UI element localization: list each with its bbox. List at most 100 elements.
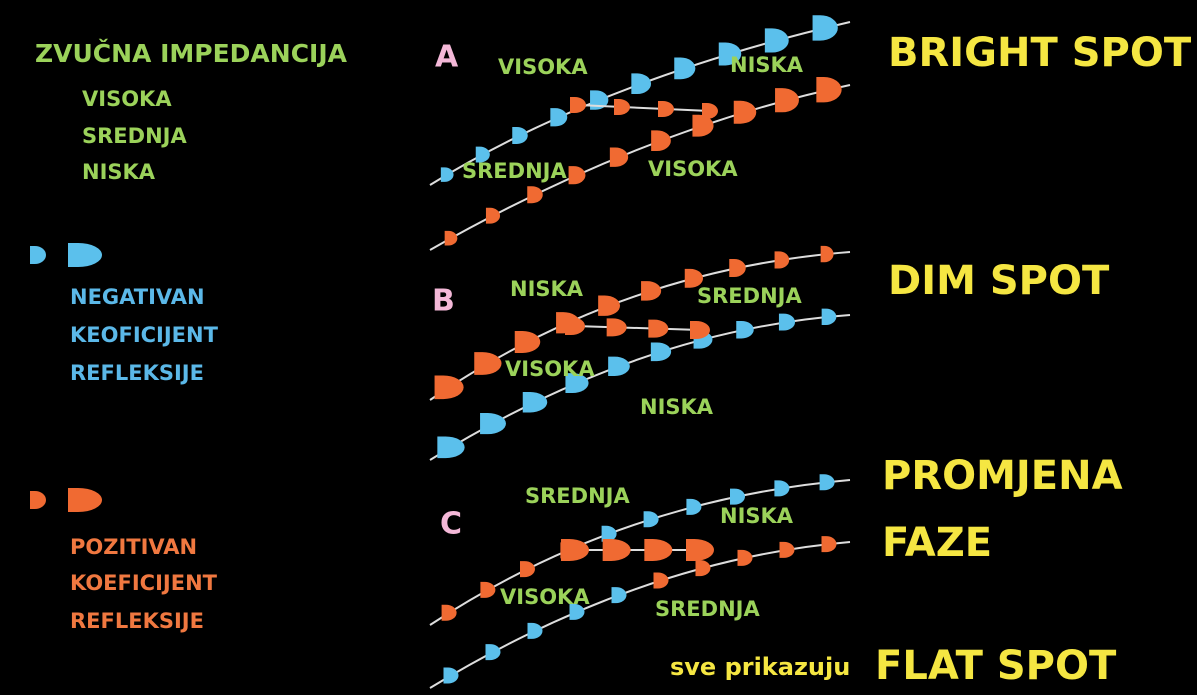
wavelet <box>480 581 496 598</box>
wavelet <box>658 101 674 117</box>
wavelet <box>609 147 629 167</box>
layer-label: NISKA <box>730 53 804 77</box>
flat-reflector <box>574 325 701 331</box>
wavelet <box>440 167 454 182</box>
wavelet <box>651 130 671 151</box>
legend-impedance: NISKA <box>82 160 156 184</box>
layer-label: VISOKA <box>648 157 738 181</box>
wavelet <box>598 295 621 316</box>
wavelet <box>30 246 46 264</box>
wavelet <box>821 536 837 553</box>
legend-negative: REFLEKSIJE <box>70 361 204 385</box>
wavelet <box>485 644 501 661</box>
wavelet <box>641 281 662 301</box>
wavelet <box>774 480 790 497</box>
wavelet <box>602 539 631 561</box>
layer-label: SREDNJA <box>655 597 760 621</box>
footer-title: FLAT SPOT <box>875 643 1117 689</box>
wavelet <box>816 76 842 103</box>
legend-negative: KEOFICIJENT <box>70 323 219 347</box>
wavelet <box>561 539 589 561</box>
wavelet <box>68 243 102 267</box>
wavelet <box>68 488 102 512</box>
wavelets <box>30 15 851 689</box>
panel-label: B <box>432 284 455 319</box>
wavelet <box>565 373 589 394</box>
wavelet <box>644 539 673 561</box>
wavelet <box>569 603 585 620</box>
wavelet <box>434 375 464 400</box>
layer-label: SREDNJA <box>462 159 567 183</box>
wavelet <box>775 88 799 113</box>
wavelet <box>527 186 543 204</box>
panel-title: DIM SPOT <box>888 258 1110 304</box>
wavelet <box>779 541 795 558</box>
layer-label: NISKA <box>640 395 714 419</box>
layer-label: VISOKA <box>498 55 588 79</box>
wavelet <box>729 259 746 277</box>
layer-label: VISOKA <box>500 585 590 609</box>
layer-label: SREDNJA <box>525 484 630 508</box>
wavelet <box>733 100 757 124</box>
wavelet <box>527 622 543 639</box>
legend-impedance: SREDNJA <box>82 124 187 148</box>
layer-label: NISKA <box>510 277 584 301</box>
wavelet <box>520 561 535 578</box>
legend-negative: NEGATIVAN <box>70 285 205 309</box>
wavelet <box>648 319 669 338</box>
wavelet <box>820 245 834 263</box>
layer-label: SREDNJA <box>697 284 802 308</box>
wavelet <box>674 57 696 80</box>
wavelet <box>692 114 714 137</box>
wavelet <box>441 604 457 621</box>
flat-reflector <box>577 104 711 112</box>
wavelet <box>778 313 796 331</box>
footer-prefix: sve prikazuju <box>670 653 850 681</box>
wavelet <box>568 166 586 185</box>
wavelet <box>686 498 702 515</box>
layer-label: NISKA <box>720 504 794 528</box>
wavelet <box>736 320 754 339</box>
wavelet <box>550 108 568 127</box>
wavelet <box>512 126 528 144</box>
wavelet <box>650 342 672 362</box>
wavelet <box>614 99 630 115</box>
wavelet <box>474 352 502 375</box>
wavelet <box>480 413 506 435</box>
wavelet <box>608 356 630 376</box>
wavelet <box>485 207 501 224</box>
panel-label: A <box>435 40 459 75</box>
wavelet <box>514 331 541 353</box>
legend-positive: POZITIVAN <box>70 535 197 559</box>
wavelet <box>702 103 719 119</box>
wavelet <box>444 230 458 246</box>
panel-title: PROMJENA <box>882 453 1123 499</box>
wavelet <box>643 511 659 528</box>
panel-title: FAZE <box>882 520 992 566</box>
wavelet <box>522 391 548 413</box>
wavelet <box>30 491 46 509</box>
wavelet <box>730 488 746 505</box>
wavelet <box>737 549 753 566</box>
legend-positive: KOEFICIJENT <box>70 571 218 595</box>
wavelet <box>570 97 586 113</box>
wavelet <box>774 251 790 269</box>
wavelet <box>475 146 490 163</box>
wavelet <box>653 572 669 589</box>
legend-positive: REFLEKSIJE <box>70 609 204 633</box>
wavelet <box>684 268 704 288</box>
wavelet <box>606 318 627 337</box>
wavelet <box>695 560 711 577</box>
wavelet <box>764 28 789 53</box>
wavelet <box>819 474 835 491</box>
wavelet <box>601 525 617 542</box>
wavelet <box>443 667 459 684</box>
wavelet <box>690 321 710 339</box>
wavelet <box>611 587 627 604</box>
panel-title: BRIGHT SPOT <box>888 30 1192 76</box>
layer-label: VISOKA <box>505 357 595 381</box>
wavelet <box>821 308 837 325</box>
wavelet <box>565 317 585 335</box>
